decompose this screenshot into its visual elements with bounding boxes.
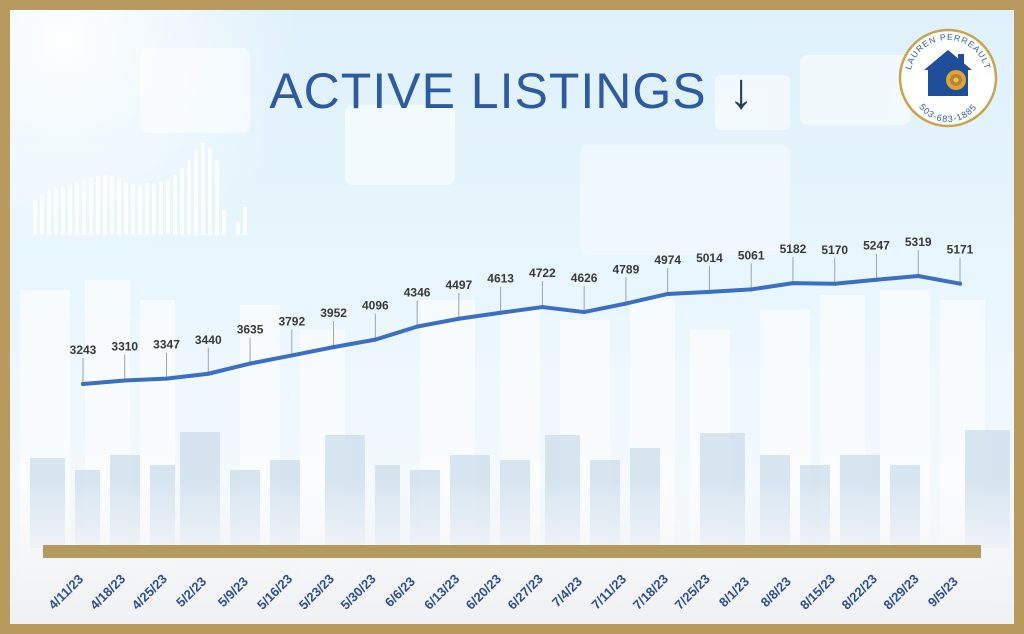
house-rose-icon — [924, 50, 972, 96]
x-tick-label: 7/25/23 — [672, 571, 713, 612]
page-title: ACTIVE LISTINGS ↓ — [10, 62, 1014, 120]
data-point — [916, 274, 921, 278]
x-tick-label: 7/4/23 — [549, 574, 585, 610]
x-tick-label: 6/6/23 — [382, 574, 418, 610]
data-point — [331, 345, 336, 350]
data-label: 3792 — [278, 314, 305, 328]
data-label: 4096 — [362, 299, 389, 313]
data-point — [81, 382, 85, 386]
data-point — [498, 310, 503, 315]
x-tick-label: 7/18/23 — [630, 571, 671, 612]
data-label: 5170 — [821, 243, 848, 257]
data-label: 5014 — [696, 251, 723, 265]
data-point — [790, 281, 795, 286]
x-tick-label: 4/11/23 — [45, 571, 86, 612]
data-point — [373, 337, 378, 342]
x-tick-label: 6/27/23 — [505, 571, 546, 612]
data-label: 4974 — [654, 253, 681, 267]
leader-lines — [82, 250, 961, 382]
data-label: 4613 — [487, 272, 514, 286]
x-tick-label: 8/1/23 — [716, 574, 752, 610]
x-tick-label: 8/15/23 — [797, 571, 838, 612]
x-tick-label: 5/9/23 — [215, 574, 251, 610]
data-label: 3347 — [153, 338, 180, 352]
data-point — [540, 305, 545, 310]
data-label: 3440 — [195, 333, 222, 347]
line-chart: 3243 4/11/23 3310 4/18/23 3347 4/25/23 3440 5/2… — [45, 235, 974, 612]
title-text: ACTIVE LISTINGS — [269, 63, 707, 119]
x-tick-label: 6/13/23 — [421, 571, 462, 612]
x-tick-label: 8/29/23 — [880, 571, 921, 612]
data-point — [206, 371, 211, 376]
down-arrow-icon: ↓ — [728, 63, 755, 119]
data-point — [248, 361, 253, 366]
x-tick-label: 7/11/23 — [588, 571, 629, 612]
x-tick-label: 8/22/23 — [839, 571, 880, 612]
data-label: 5182 — [780, 242, 807, 256]
data-label: 4346 — [404, 286, 431, 300]
data-label: 3952 — [320, 306, 347, 320]
data-point — [164, 376, 169, 381]
x-tick-label: 9/5/23 — [925, 574, 961, 610]
data-label: 5061 — [738, 248, 765, 262]
data-label: 5247 — [863, 239, 890, 253]
data-point — [707, 289, 712, 294]
data-point — [623, 301, 628, 306]
data-point — [289, 353, 294, 358]
data-point — [958, 281, 962, 286]
data-label: 5171 — [947, 243, 974, 257]
logo: LAUREN PERREAULT 503-683-1885 — [898, 28, 998, 128]
decorative-bars — [33, 143, 247, 235]
x-tick-label: 5/23/23 — [296, 571, 337, 612]
data-label: 3635 — [237, 323, 264, 337]
data-point — [832, 281, 837, 286]
data-label: 3310 — [111, 340, 138, 354]
data-point — [582, 310, 587, 315]
data-label: 3243 — [70, 343, 97, 357]
x-tick-label: 5/16/23 — [254, 571, 295, 612]
baseline-bar — [43, 545, 981, 558]
data-point — [665, 291, 670, 296]
x-tick-label: 6/20/23 — [463, 571, 504, 612]
x-tick-label: 5/2/23 — [173, 574, 209, 610]
data-point — [749, 287, 754, 292]
data-label: 4789 — [613, 263, 640, 277]
data-point — [456, 316, 461, 321]
data-point — [415, 324, 420, 329]
data-label: 4626 — [571, 271, 598, 285]
data-label: 5319 — [905, 235, 932, 249]
x-tick-label: 5/30/23 — [338, 571, 379, 612]
x-tick-label: 4/25/23 — [129, 571, 170, 612]
data-point — [874, 277, 879, 282]
x-tick-label: 8/8/23 — [758, 574, 794, 610]
data-point — [122, 378, 127, 383]
data-label: 4497 — [446, 278, 473, 292]
x-tick-label: 4/18/23 — [87, 571, 128, 612]
data-label: 4722 — [529, 266, 556, 280]
series-line — [81, 274, 962, 386]
